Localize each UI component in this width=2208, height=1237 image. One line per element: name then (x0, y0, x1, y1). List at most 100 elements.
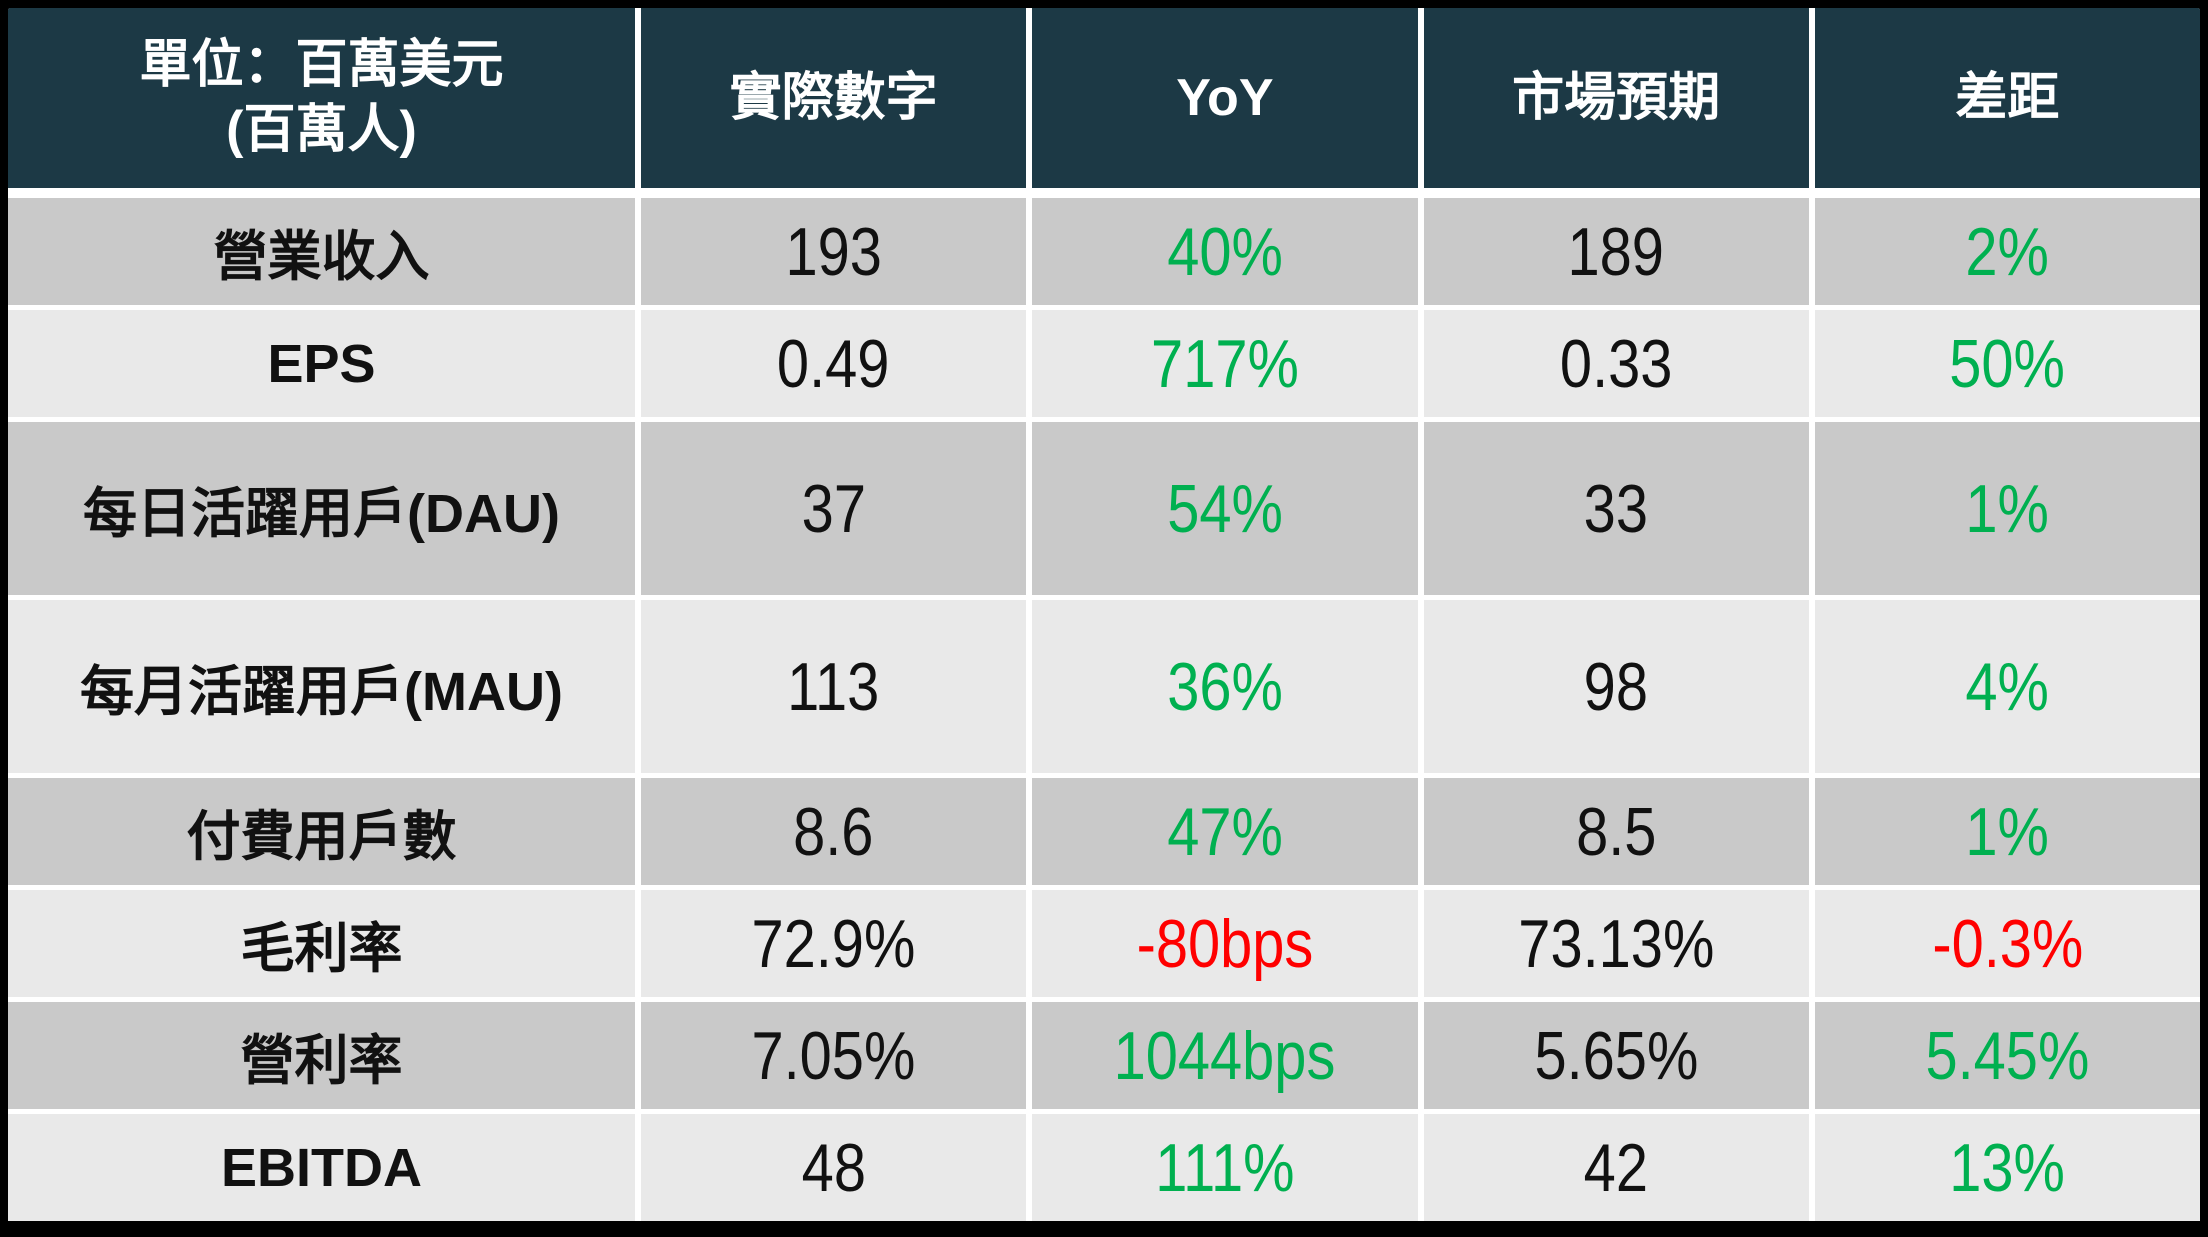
yoy-value: -80bps (1136, 905, 1314, 982)
yoy-cell: 54% (1032, 422, 1418, 595)
row-label-cell: 每月活躍用戶(MAU) (8, 600, 635, 773)
expected-cell: 33 (1423, 422, 1809, 595)
row-label: 營業收入 (213, 227, 430, 287)
header-cell-actual: 實際數字 (641, 8, 1027, 188)
actual-cell: 48 (641, 1114, 1027, 1221)
expected-cell: 0.33 (1423, 310, 1809, 417)
header-actual-label: 實際數字 (729, 68, 938, 127)
actual-value: 113 (787, 648, 880, 725)
table-header-row: 單位：百萬美元 (百萬人) 實際數字 YoY 市場預期 差距 (8, 8, 2200, 188)
row-label-cell: EBITDA (8, 1114, 635, 1221)
expected-value: 8.5 (1575, 793, 1657, 870)
actual-cell: 7.05% (641, 1002, 1027, 1109)
diff-value: 1% (1965, 793, 2050, 870)
diff-cell: 50% (1814, 310, 2200, 417)
yoy-cell: -80bps (1032, 890, 1418, 997)
table-row-eps: EPS 0.49 717% 0.33 50% (8, 310, 2200, 417)
diff-cell: 2% (1814, 198, 2200, 305)
row-label-cell: 付費用戶數 (8, 778, 635, 885)
diff-cell: 4% (1814, 600, 2200, 773)
expected-cell: 42 (1423, 1114, 1809, 1221)
diff-cell: -0.3% (1814, 890, 2200, 997)
yoy-value: 717% (1150, 325, 1299, 402)
table-row-revenue: 營業收入 193 40% 189 2% (8, 198, 2200, 305)
yoy-value: 111% (1155, 1129, 1295, 1206)
expected-value: 0.33 (1559, 325, 1673, 402)
table-row-paying-users: 付費用戶數 8.6 47% 8.5 1% (8, 778, 2200, 885)
row-label: 每日活躍用戶(DAU) (83, 484, 560, 544)
unit-header-line2: (百萬人) (226, 101, 417, 159)
yoy-cell: 717% (1032, 310, 1418, 417)
yoy-cell: 36% (1032, 600, 1418, 773)
actual-value: 0.49 (777, 325, 890, 402)
diff-cell: 1% (1814, 422, 2200, 595)
row-label: 營利率 (240, 1031, 403, 1091)
table-row-mau: 每月活躍用戶(MAU) 113 36% 98 4% (8, 600, 2200, 773)
yoy-cell: 47% (1032, 778, 1418, 885)
diff-value: 5.45% (1925, 1017, 2090, 1094)
actual-cell: 8.6 (641, 778, 1027, 885)
table-row-dau: 每日活躍用戶(DAU) 37 54% 33 1% (8, 422, 2200, 595)
row-label: 毛利率 (240, 919, 403, 979)
table-row-gross-margin: 毛利率 72.9% -80bps 73.13% -0.3% (8, 890, 2200, 997)
actual-cell: 193 (641, 198, 1027, 305)
header-cell-unit: 單位：百萬美元 (百萬人) (8, 8, 635, 188)
actual-cell: 37 (641, 422, 1027, 595)
row-label: EPS (267, 333, 376, 394)
yoy-value: 36% (1167, 648, 1283, 725)
row-label-cell: 每日活躍用戶(DAU) (8, 422, 635, 595)
expected-cell: 189 (1423, 198, 1809, 305)
diff-value: 4% (1965, 648, 2050, 725)
diff-value: 1% (1965, 470, 2050, 547)
actual-value: 37 (801, 470, 866, 547)
table-row-ebitda: EBITDA 48 111% 42 13% (8, 1114, 2200, 1221)
yoy-cell: 111% (1032, 1114, 1418, 1221)
header-yoy-label: YoY (1176, 68, 1274, 127)
actual-value: 72.9% (751, 905, 916, 982)
yoy-cell: 1044bps (1032, 1002, 1418, 1109)
diff-value: 50% (1949, 325, 2066, 402)
actual-value: 48 (801, 1129, 866, 1206)
actual-cell: 0.49 (641, 310, 1027, 417)
row-label: 每月活躍用戶(MAU) (80, 662, 563, 722)
unit-header-line1: 單位：百萬美元 (139, 36, 504, 94)
diff-cell: 1% (1814, 778, 2200, 885)
expected-cell: 8.5 (1423, 778, 1809, 885)
expected-value: 73.13% (1518, 905, 1715, 982)
row-label-cell: 毛利率 (8, 890, 635, 997)
expected-value: 5.65% (1534, 1017, 1699, 1094)
yoy-value: 54% (1167, 470, 1283, 547)
expected-value: 42 (1583, 1129, 1649, 1206)
expected-value: 98 (1583, 648, 1649, 725)
diff-value: -0.3% (1931, 905, 2083, 982)
row-label: 付費用戶數 (186, 807, 457, 867)
unit-header: 單位：百萬美元 (百萬人) (139, 33, 503, 163)
header-cell-yoy: YoY (1032, 8, 1418, 188)
yoy-value: 40% (1167, 213, 1283, 290)
table-row-operating-margin: 營利率 7.05% 1044bps 5.65% 5.45% (8, 1002, 2200, 1109)
header-diff-label: 差距 (1955, 68, 2060, 127)
diff-cell: 13% (1814, 1114, 2200, 1221)
yoy-value: 47% (1167, 793, 1283, 870)
row-label-cell: 營業收入 (8, 198, 635, 305)
actual-cell: 113 (641, 600, 1027, 773)
expected-cell: 98 (1423, 600, 1809, 773)
diff-value: 2% (1965, 213, 2050, 290)
yoy-value: 1044bps (1113, 1017, 1336, 1094)
diff-cell: 5.45% (1814, 1002, 2200, 1109)
row-label-cell: EPS (8, 310, 635, 417)
row-label-cell: 營利率 (8, 1002, 635, 1109)
expected-cell: 73.13% (1423, 890, 1809, 997)
actual-value: 193 (785, 213, 882, 290)
row-label: EBITDA (221, 1137, 422, 1198)
header-cell-diff: 差距 (1814, 8, 2200, 188)
diff-value: 13% (1949, 1129, 2066, 1206)
expected-value: 189 (1567, 213, 1665, 290)
expected-cell: 5.65% (1423, 1002, 1809, 1109)
expected-value: 33 (1583, 470, 1649, 547)
actual-value: 8.6 (793, 793, 874, 870)
header-cell-expected: 市場預期 (1423, 8, 1809, 188)
actual-cell: 72.9% (641, 890, 1027, 997)
actual-value: 7.05% (751, 1017, 916, 1094)
